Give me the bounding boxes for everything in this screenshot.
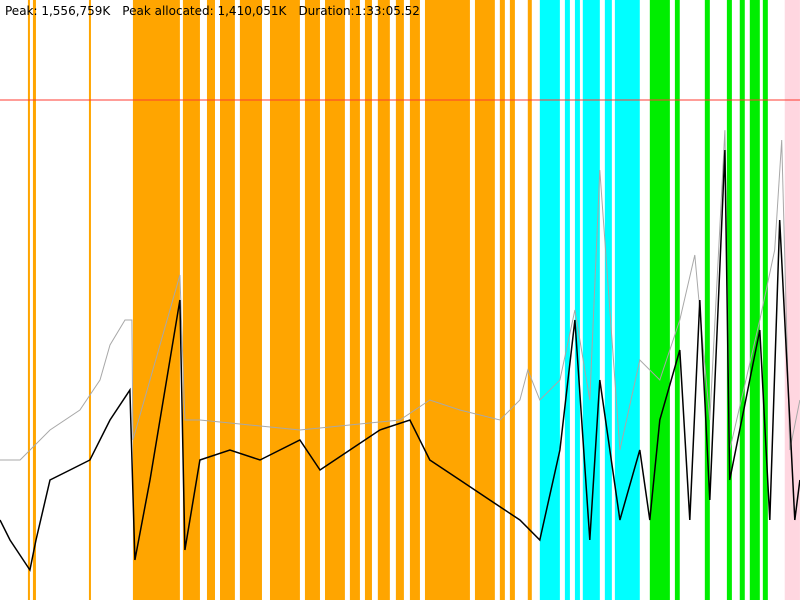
- gc-band: [269, 0, 300, 600]
- gc-band: [27, 0, 30, 600]
- gc-band: [749, 0, 760, 600]
- gc-band: [32, 0, 36, 600]
- gc-band: [364, 0, 372, 600]
- gc-band: [88, 0, 91, 600]
- gc-band: [219, 0, 235, 600]
- duration-label: Duration:1:33:05.52: [298, 4, 420, 18]
- gc-band: [499, 0, 505, 600]
- gc-band: [509, 0, 515, 600]
- gc-band: [304, 0, 320, 600]
- used-memory-line: [0, 149, 800, 572]
- gc-band: [349, 0, 360, 600]
- gc-band: [574, 0, 580, 600]
- gc-band: [784, 0, 800, 600]
- gc-band: [474, 0, 495, 600]
- heap-memory-line: [0, 130, 800, 461]
- gc-band: [239, 0, 262, 600]
- gc-band: [409, 0, 420, 600]
- gc-band: [182, 0, 200, 600]
- gc-band: [206, 0, 215, 600]
- gc-band: [762, 0, 768, 600]
- gc-band: [377, 0, 390, 600]
- gc-band: [539, 0, 560, 600]
- peak-allocated-label: Peak allocated: 1,410,051K: [122, 4, 287, 18]
- gc-band: [649, 0, 670, 600]
- gc-band: [704, 0, 710, 600]
- gc-band: [564, 0, 570, 600]
- series-lines: [0, 130, 800, 572]
- gc-band: [324, 0, 345, 600]
- gc-band: [739, 0, 745, 600]
- gc-band: [395, 0, 404, 600]
- gc-band: [674, 0, 680, 600]
- gc-band: [726, 0, 732, 600]
- gc-band: [527, 0, 532, 600]
- summary-header: Peak: 1,556,759K Peak allocated: 1,410,05…: [5, 4, 432, 18]
- gc-band: [604, 0, 612, 600]
- gc-band: [424, 0, 470, 600]
- peak-label: Peak: 1,556,759K: [5, 4, 111, 18]
